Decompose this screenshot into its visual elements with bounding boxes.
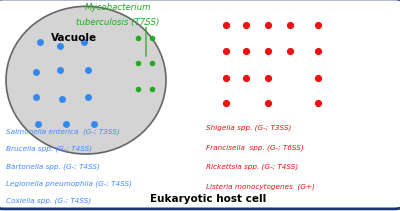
Ellipse shape	[6, 6, 166, 154]
Text: Bartonella spp. (G-; T4SS): Bartonella spp. (G-; T4SS)	[6, 163, 100, 170]
Text: Brucella spp. (G-; T4SS): Brucella spp. (G-; T4SS)	[6, 146, 92, 152]
Text: Coxiella spp. (G-; T4SS): Coxiella spp. (G-; T4SS)	[6, 198, 91, 204]
Text: Rickettsia spp. (G-; T4SS): Rickettsia spp. (G-; T4SS)	[206, 164, 298, 170]
Text: Salmonella enterica  (G-; T3SS): Salmonella enterica (G-; T3SS)	[6, 128, 120, 135]
Text: Mycobacterium: Mycobacterium	[85, 3, 151, 12]
Text: Legionella pneumophila (G-; T4SS): Legionella pneumophila (G-; T4SS)	[6, 181, 132, 187]
Text: Vacuole: Vacuole	[51, 33, 97, 43]
Text: Francisella  spp. (G-; T6SS): Francisella spp. (G-; T6SS)	[206, 144, 304, 150]
Text: Shigella spp. (G-; T3SS): Shigella spp. (G-; T3SS)	[206, 124, 291, 131]
Text: Listeria monocytogenes  (G+): Listeria monocytogenes (G+)	[206, 183, 315, 190]
Text: Eukaryotic host cell: Eukaryotic host cell	[150, 194, 266, 204]
Text: tuberculosis (T7SS): tuberculosis (T7SS)	[76, 18, 160, 27]
